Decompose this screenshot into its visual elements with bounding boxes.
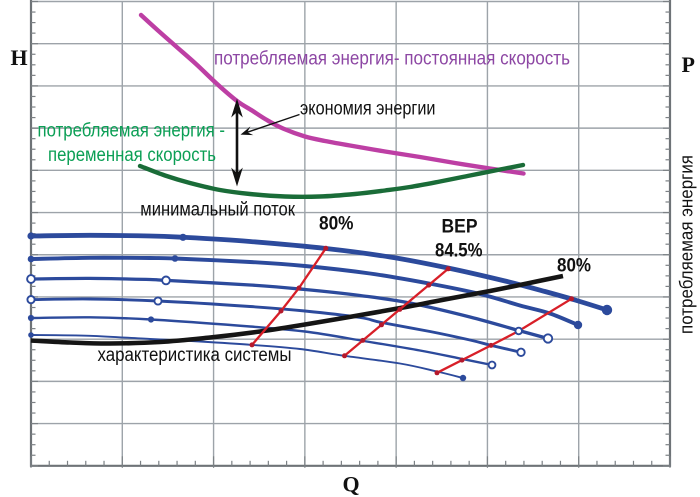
svg-text:P: P <box>682 52 695 77</box>
svg-text:80%: 80% <box>557 256 591 277</box>
svg-text:H: H <box>11 45 28 70</box>
svg-text:80%: 80% <box>319 214 354 235</box>
svg-text:Q: Q <box>343 472 360 497</box>
svg-text:переменная скорость: переменная скорость <box>48 145 216 166</box>
svg-text:потребляемая энергия: потребляемая энергия <box>676 155 697 334</box>
svg-text:экономия энергии: экономия энергии <box>300 99 436 120</box>
svg-text:минимальный поток: минимальный поток <box>140 199 295 220</box>
svg-text:потребляемая энергия- постоянн: потребляемая энергия- постоянная скорост… <box>214 49 570 70</box>
svg-text:ВЕР: ВЕР <box>442 217 478 238</box>
svg-text:характеристика системы: характеристика системы <box>98 345 292 366</box>
svg-text:84.5%: 84.5% <box>435 241 483 262</box>
svg-text:потребляемая энергия -: потребляемая энергия - <box>38 120 226 141</box>
